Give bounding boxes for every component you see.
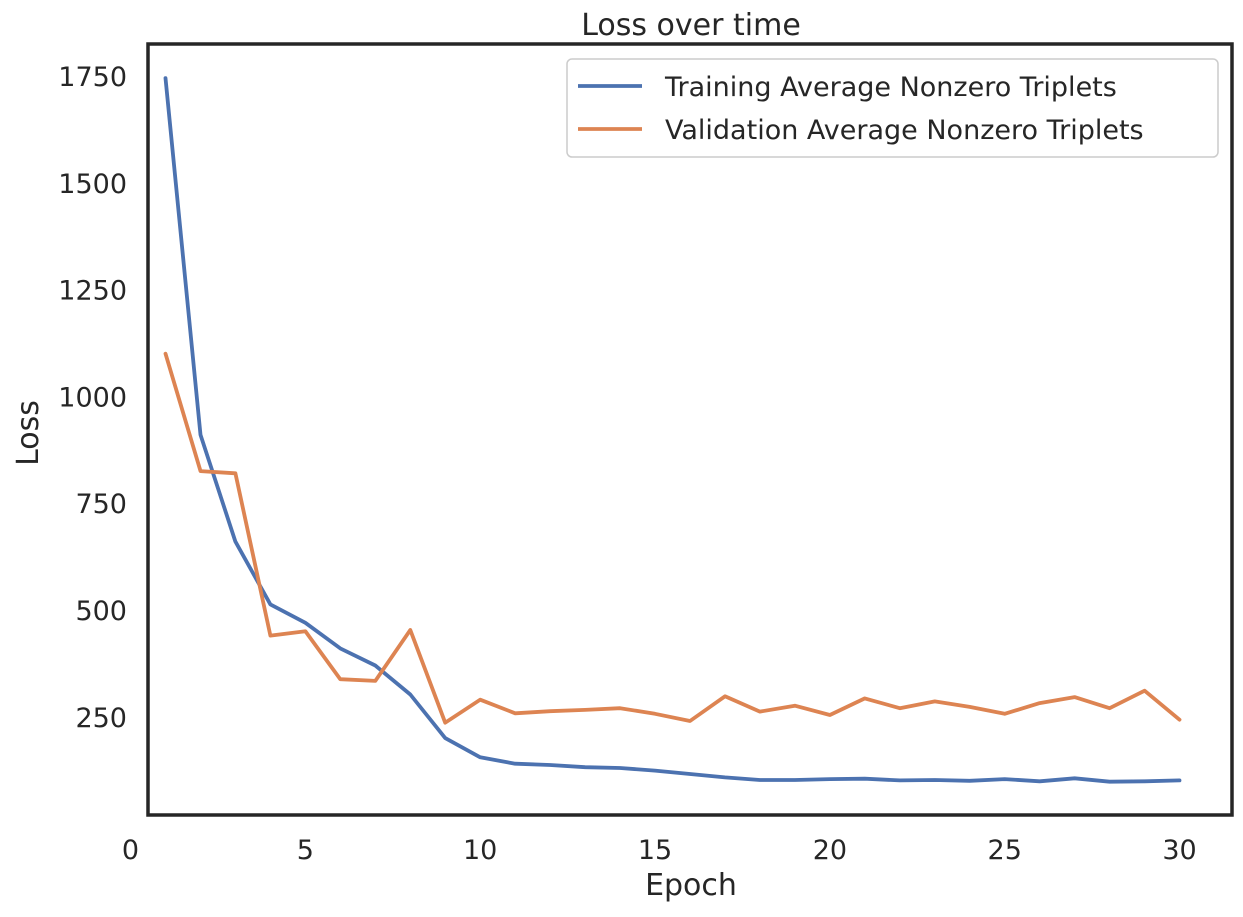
- x-tick-label: 5: [297, 835, 314, 866]
- plot-area: [146, 42, 1234, 817]
- chart-title: Loss over time: [581, 8, 801, 43]
- x-tick-label: 15: [638, 835, 672, 866]
- legend-label: Training Average Nonzero Triplets: [664, 72, 1117, 103]
- y-axis-ticks: 250 500 750 1000 1250 1500 1750: [58, 62, 127, 734]
- x-tick-label: 25: [988, 835, 1022, 866]
- y-tick-label: 1250: [58, 276, 127, 307]
- x-tick-label: 30: [1162, 835, 1196, 866]
- legend: Training Average Nonzero Triplets Validat…: [566, 58, 1219, 158]
- y-axis-label: Loss: [11, 400, 46, 466]
- y-tick-label: 1500: [58, 169, 127, 200]
- y-tick-label: 1750: [58, 62, 127, 93]
- x-tick-label: 20: [813, 835, 847, 866]
- y-tick-label: 500: [75, 596, 127, 627]
- legend-box: [566, 58, 1219, 158]
- series-lines: [163, 76, 1182, 784]
- series-line-training: [163, 76, 1182, 784]
- y-tick-label: 750: [75, 489, 127, 520]
- x-axis-label: Epoch: [645, 868, 737, 903]
- y-tick-label: 1000: [58, 382, 127, 413]
- y-tick-label: 250: [75, 703, 127, 734]
- x-axis-ticks: 0 5 10 15 20 25 30: [122, 835, 1197, 866]
- x-tick-label: 10: [463, 835, 497, 866]
- x-tick-label: 0: [122, 835, 139, 866]
- series-line-validation: [163, 351, 1182, 725]
- legend-label: Validation Average Nonzero Triplets: [665, 115, 1144, 146]
